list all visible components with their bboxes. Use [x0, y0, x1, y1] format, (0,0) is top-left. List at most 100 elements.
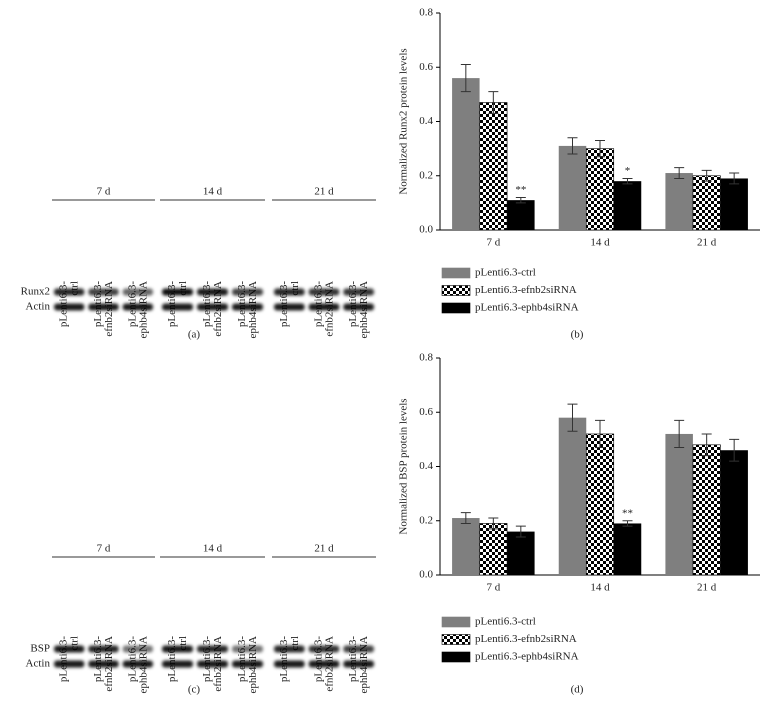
y-tick-label: 0.4 [419, 460, 433, 472]
blot-band [343, 303, 374, 311]
legend-swatch [441, 302, 471, 314]
bar [452, 78, 480, 230]
x-tick-label: 14 d [590, 237, 610, 249]
bar [452, 518, 480, 575]
legend-swatch [441, 285, 471, 296]
blot-band [122, 288, 153, 296]
bar [558, 145, 587, 230]
y-axis-label: Normalized Runx2 protein levels [398, 48, 410, 194]
blot-band [308, 660, 340, 668]
legend-label: pLenti6.3-ctrl [475, 267, 536, 279]
x-tick-label: 7 d [486, 237, 500, 249]
y-tick-label: 0.6 [419, 406, 433, 418]
blot-band [197, 303, 228, 311]
blot-band [232, 288, 263, 296]
blot-band [274, 288, 305, 296]
blot-band [274, 660, 305, 668]
legend-label: pLenti6.3-efnb2siRNA [475, 284, 577, 296]
bar [507, 200, 535, 230]
blot-band [54, 660, 85, 668]
error-bar [567, 403, 578, 432]
blot-band [122, 303, 153, 311]
blot-band [274, 645, 305, 653]
blot-band [308, 288, 340, 296]
row-label: Actin [26, 301, 51, 313]
bar [692, 444, 721, 576]
blot-band [162, 645, 193, 653]
y-tick-label: 0.0 [419, 224, 433, 236]
y-tick-label: 0.2 [419, 514, 433, 526]
bar [720, 450, 748, 575]
row-label: Runx2 [21, 286, 50, 298]
error-bar [622, 177, 633, 185]
blot-band [308, 303, 340, 311]
panel-label: (a) [188, 329, 201, 341]
row-label: BSP [30, 643, 50, 655]
blot-band [54, 645, 85, 653]
error-bar [595, 139, 605, 158]
error-bar [567, 137, 578, 155]
error-bar [515, 196, 526, 204]
bar [507, 531, 535, 575]
blot-band [343, 660, 374, 668]
blot-band [162, 303, 193, 311]
blot-band [232, 645, 263, 653]
x-tick-label: 21 d [697, 582, 717, 594]
significance-label: ** [622, 507, 633, 519]
legend-label: pLenti6.3-ctrl [475, 616, 536, 628]
blot-band [162, 288, 193, 296]
legend-label: pLenti6.3-ephb4siRNA [475, 302, 579, 314]
legend-swatch [441, 651, 471, 663]
bar [692, 175, 721, 231]
bar [558, 417, 587, 575]
error-bar [595, 419, 605, 449]
blot-band [88, 660, 119, 668]
legend-label: pLenti6.3-ephb4siRNA [475, 651, 579, 663]
blot-band [88, 288, 119, 296]
bar [585, 148, 615, 231]
blot-band [197, 660, 228, 668]
bar [665, 433, 693, 575]
blot-band [162, 660, 193, 668]
error-bar [701, 169, 712, 182]
panel-label: (c) [188, 684, 201, 696]
legend-swatch [441, 267, 471, 279]
error-bar [729, 172, 740, 185]
bar [585, 433, 615, 576]
error-bar [515, 525, 526, 538]
blot-band [308, 645, 340, 653]
error-bar [701, 433, 712, 457]
group-label: 14 d [203, 186, 223, 198]
error-bar [488, 91, 499, 114]
y-axis-label: Normalized BSP protein levels [398, 398, 410, 534]
group-label: 7 d [97, 543, 111, 555]
blot-band [54, 288, 85, 296]
group-label: 7 d [97, 186, 111, 198]
group-label: 21 d [314, 186, 334, 198]
bar [665, 173, 693, 230]
y-tick-label: 0.8 [419, 352, 433, 364]
bar [479, 102, 508, 231]
blot-band [274, 303, 305, 311]
blot-band [232, 303, 263, 311]
blot-band [54, 303, 85, 311]
group-label: 21 d [314, 543, 334, 555]
blot-band [197, 645, 228, 653]
blot-band [232, 660, 263, 668]
bar [720, 178, 748, 230]
bar [479, 523, 508, 576]
blot-band [343, 645, 374, 653]
y-tick-label: 0.4 [419, 115, 433, 127]
panel-label: (b) [571, 329, 584, 341]
legend-label: pLenti6.3-efnb2siRNA [475, 633, 577, 645]
error-bar [729, 438, 740, 462]
blot-band [88, 645, 119, 653]
y-tick-label: 0.2 [419, 169, 433, 181]
error-bar [460, 512, 471, 524]
significance-label: * [625, 165, 631, 177]
row-label: Actin [26, 658, 51, 670]
blot-band [197, 288, 228, 296]
blot-band [88, 303, 119, 311]
x-tick-label: 7 d [486, 582, 500, 594]
